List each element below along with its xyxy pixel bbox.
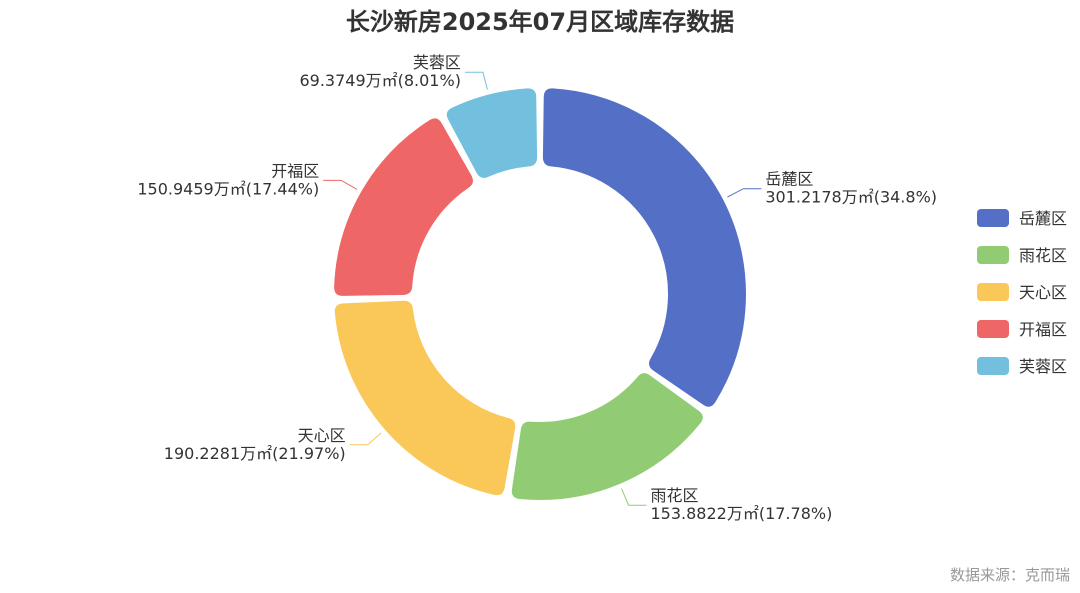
slice-label-value-3: 150.9459万㎡(17.44%) xyxy=(137,179,319,198)
label-line-1 xyxy=(621,488,647,506)
legend-item-0[interactable]: 岳麓区 xyxy=(1019,209,1067,228)
label-line-2 xyxy=(349,432,382,446)
chart-title: 长沙新房2025年07月区域库存数据 xyxy=(345,8,735,36)
slice-label-name-1: 雨花区 xyxy=(650,486,698,505)
slice-label-value-2: 190.2281万㎡(21.97%) xyxy=(164,444,346,463)
legend-item-1[interactable]: 雨花区 xyxy=(1019,246,1067,265)
slice-4[interactable] xyxy=(444,86,540,180)
label-line-4 xyxy=(464,71,488,90)
legend-item-3[interactable]: 开福区 xyxy=(1019,320,1067,339)
slice-label-value-4: 69.3749万㎡(8.01%) xyxy=(299,71,460,90)
data-source: 数据来源：克而瑞 xyxy=(949,566,1070,584)
slice-0[interactable] xyxy=(540,86,748,409)
slice-label-value-0: 301.2178万㎡(34.8%) xyxy=(765,188,937,207)
slice-3[interactable] xyxy=(332,116,476,298)
label-line-0 xyxy=(727,188,762,198)
legend-item-4[interactable]: 芙蓉区 xyxy=(1019,357,1067,376)
legend-item-2[interactable]: 天心区 xyxy=(1019,283,1067,302)
slice-label-name-4: 芙蓉区 xyxy=(413,53,461,72)
slice-label-name-3: 开福区 xyxy=(271,161,319,180)
label-line-3 xyxy=(323,179,358,190)
slice-2[interactable] xyxy=(332,298,518,498)
legend-swatch-2[interactable] xyxy=(977,283,1009,301)
legend-swatch-4[interactable] xyxy=(977,357,1009,375)
legend-swatch-0[interactable] xyxy=(977,209,1009,227)
legend-swatch-3[interactable] xyxy=(977,320,1009,338)
slice-label-name-2: 天心区 xyxy=(298,426,346,445)
slice-label-value-1: 153.8822万㎡(17.78%) xyxy=(650,504,832,523)
slice-1[interactable] xyxy=(509,371,705,502)
legend-swatch-1[interactable] xyxy=(977,246,1009,264)
slice-label-name-0: 岳麓区 xyxy=(765,170,813,189)
